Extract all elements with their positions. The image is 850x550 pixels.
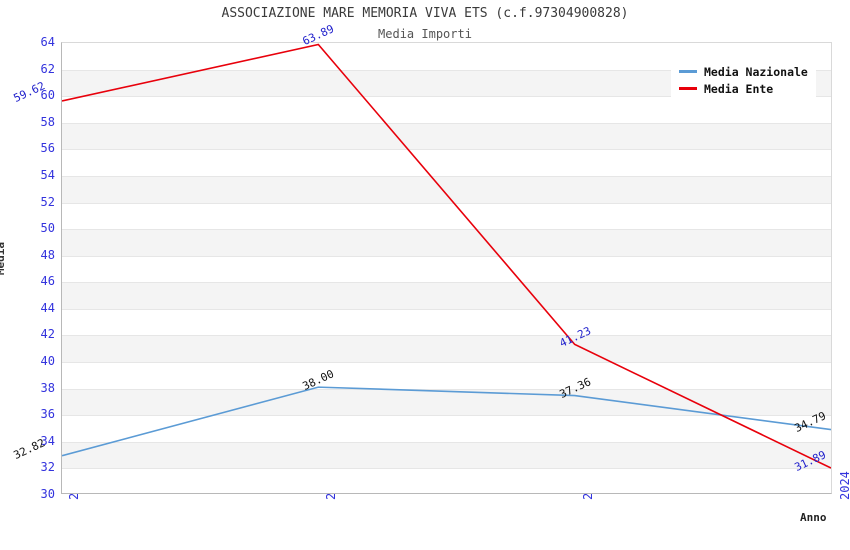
x-axis-label: Anno bbox=[800, 511, 827, 524]
y-axis-tick: 56 bbox=[40, 141, 55, 156]
gridline bbox=[62, 229, 831, 230]
grid-band bbox=[62, 175, 831, 203]
y-axis-tick: 34 bbox=[40, 433, 55, 448]
y-axis-tick: 64 bbox=[40, 35, 55, 49]
grid-band bbox=[62, 282, 831, 309]
legend-label: Media Ente bbox=[704, 81, 774, 96]
y-axis-tick: 46 bbox=[40, 274, 55, 289]
gridline bbox=[62, 203, 831, 204]
y-axis-tick: 48 bbox=[40, 247, 55, 262]
legend-color-swatch bbox=[679, 70, 697, 73]
y-axis-label: Media bbox=[0, 241, 8, 276]
gridline bbox=[62, 415, 831, 416]
legend-label: Media Nazionale bbox=[704, 64, 808, 79]
gridline bbox=[62, 282, 831, 283]
x-axis-tick: 2024 bbox=[838, 471, 850, 500]
y-axis-tick: 36 bbox=[40, 407, 55, 422]
legend-item[interactable]: Media Ente bbox=[679, 80, 808, 97]
legend-color-swatch bbox=[679, 87, 697, 90]
y-axis-tick: 62 bbox=[40, 61, 55, 76]
plot-area bbox=[61, 42, 832, 494]
y-axis-tick: 52 bbox=[40, 194, 55, 209]
legend-item[interactable]: Media Nazionale bbox=[679, 63, 808, 80]
gridline bbox=[62, 309, 831, 310]
chart-title: ASSOCIAZIONE MARE MEMORIA VIVA ETS (c.f.… bbox=[221, 6, 629, 21]
y-axis-tick: 30 bbox=[40, 487, 55, 501]
y-axis-tick: 54 bbox=[40, 167, 55, 182]
gridline bbox=[62, 442, 831, 443]
y-axis-tick: 40 bbox=[40, 354, 55, 369]
y-axis-tick: 32 bbox=[40, 460, 55, 475]
series-line bbox=[62, 386, 831, 457]
grid-band bbox=[62, 441, 831, 469]
y-axis-tick: 42 bbox=[40, 327, 55, 342]
y-axis-tick: 38 bbox=[40, 380, 55, 395]
chart-legend: Media Nazionale Media Ente bbox=[671, 58, 816, 103]
grid-band bbox=[62, 122, 831, 150]
y-axis-tick: 58 bbox=[40, 114, 55, 129]
gridline bbox=[62, 468, 831, 469]
gridline bbox=[62, 149, 831, 150]
gridline bbox=[62, 96, 831, 97]
gridline bbox=[62, 256, 831, 257]
y-axis-tick: 50 bbox=[40, 221, 55, 236]
gridline bbox=[62, 362, 831, 363]
chart-subtitle: Media Importi bbox=[378, 27, 472, 41]
grid-band bbox=[62, 335, 831, 363]
gridline bbox=[62, 176, 831, 177]
y-axis-tick: 60 bbox=[40, 88, 55, 103]
gridline bbox=[62, 389, 831, 390]
series-lines bbox=[62, 43, 831, 469]
grid-band bbox=[62, 229, 831, 256]
series-line bbox=[62, 43, 831, 469]
data-point-label: 32.82 bbox=[11, 435, 48, 462]
gridline bbox=[62, 335, 831, 336]
gridline bbox=[62, 123, 831, 124]
y-axis-tick: 44 bbox=[40, 300, 55, 315]
gridline bbox=[62, 70, 831, 71]
grid-band bbox=[62, 388, 831, 416]
